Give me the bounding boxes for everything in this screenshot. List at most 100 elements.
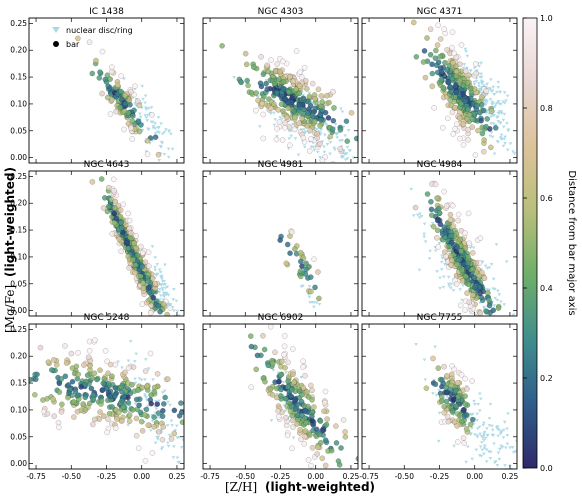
bar-point: [297, 258, 304, 265]
panel: NGC 6902 -0.75 -0.50 -0.25 0.00 0.25: [200, 313, 359, 481]
bar-point: [478, 102, 485, 108]
bar-point: [471, 274, 478, 281]
ring-point: [269, 112, 273, 116]
ring-point: [361, 153, 365, 156]
bar-point: [297, 268, 304, 275]
ring-point: [343, 134, 347, 138]
ring-point: [488, 98, 493, 102]
ring-point: [487, 288, 492, 292]
ring-point: [158, 298, 162, 302]
ring-point: [482, 432, 486, 436]
bar-point: [484, 116, 491, 122]
bar-point: [312, 96, 318, 102]
ring-point: [479, 61, 483, 65]
ring-point: [322, 145, 326, 149]
bar-point: [311, 404, 317, 410]
ring-point: [529, 474, 533, 477]
bar-point: [289, 387, 295, 393]
bar-point: [447, 216, 454, 223]
bar-point: [427, 26, 434, 33]
bar-point: [315, 444, 321, 451]
ring-point: [307, 295, 312, 299]
bar-point: [446, 243, 453, 250]
bar-point: [135, 118, 142, 125]
ring-point: [160, 391, 165, 395]
bar-point: [276, 76, 282, 83]
ring-point: [479, 434, 484, 438]
bar-point: [454, 244, 460, 250]
panel: NGC 4981: [202, 160, 359, 317]
panel-points: [410, 19, 517, 158]
bar-point: [283, 260, 290, 267]
ring-point: [445, 395, 450, 399]
bar-point: [91, 416, 98, 423]
bar-point: [478, 117, 484, 124]
ring-point: [175, 164, 179, 167]
ring-point: [517, 325, 521, 328]
bar-point: [112, 361, 119, 368]
ring-point: [341, 125, 346, 129]
bar-point: [118, 219, 124, 226]
bar-point: [139, 428, 146, 434]
bar-point: [129, 118, 136, 124]
bar-point: [147, 350, 154, 357]
ring-point: [418, 212, 422, 216]
bar-point: [303, 419, 309, 426]
bar-point: [53, 361, 60, 368]
bar-point: [457, 302, 464, 309]
bar-point: [438, 398, 445, 404]
bar-point: [441, 409, 448, 416]
ring-point: [449, 282, 454, 286]
ring-point: [475, 435, 480, 439]
ring-point: [416, 213, 420, 217]
panel: NGC 4643 0.00 0.05 0.10 0.15 0.20 0.25: [10, 160, 185, 322]
ring-point: [153, 122, 157, 126]
ring-point: [154, 399, 158, 403]
ring-point: [485, 82, 489, 86]
bar-point: [454, 439, 461, 445]
ring-point: [477, 82, 481, 86]
ring-point: [164, 293, 169, 297]
bar-point: [72, 388, 79, 395]
bar-point: [254, 352, 261, 359]
bar-point: [142, 457, 149, 464]
ring-point: [511, 313, 516, 316]
bar-point: [298, 436, 304, 443]
bar-point: [305, 457, 312, 463]
ring-point: [496, 99, 501, 103]
ring-point: [498, 136, 503, 140]
panel: NGC 7755 -0.75 -0.50 -0.25 0.00 0.25: [359, 313, 533, 481]
bar-point: [448, 232, 455, 239]
ring-point: [315, 166, 319, 169]
ring-point: [483, 264, 488, 268]
ring-point: [497, 111, 502, 115]
bar-point: [413, 54, 420, 60]
bar-point: [486, 302, 493, 309]
bar-point: [160, 317, 165, 322]
bar-point: [464, 385, 470, 392]
ring-point: [423, 378, 428, 382]
bar-point: [122, 100, 129, 107]
bar-point: [34, 371, 40, 378]
bar-point: [139, 263, 146, 270]
ring-point: [162, 389, 167, 393]
ring-point: [505, 433, 510, 437]
bar-point: [133, 233, 139, 239]
ring-point: [490, 428, 495, 432]
bar-point: [291, 126, 298, 133]
bar-point: [88, 385, 95, 392]
bar-point: [132, 83, 138, 89]
bar-point: [280, 108, 286, 114]
bar-point: [431, 104, 437, 111]
bar-point: [275, 413, 282, 420]
bar-point: [162, 315, 163, 316]
panel: NGC 4303: [202, 7, 365, 169]
y-axis-label-suffix: (light-weighted): [3, 167, 17, 277]
ring-point: [491, 287, 496, 291]
bar-point: [100, 205, 107, 211]
ring-point: [346, 128, 351, 132]
ring-point: [487, 424, 492, 428]
bar-point: [302, 428, 309, 434]
ring-point: [176, 461, 181, 465]
colorbar-tick-label: 0.2: [540, 374, 553, 383]
